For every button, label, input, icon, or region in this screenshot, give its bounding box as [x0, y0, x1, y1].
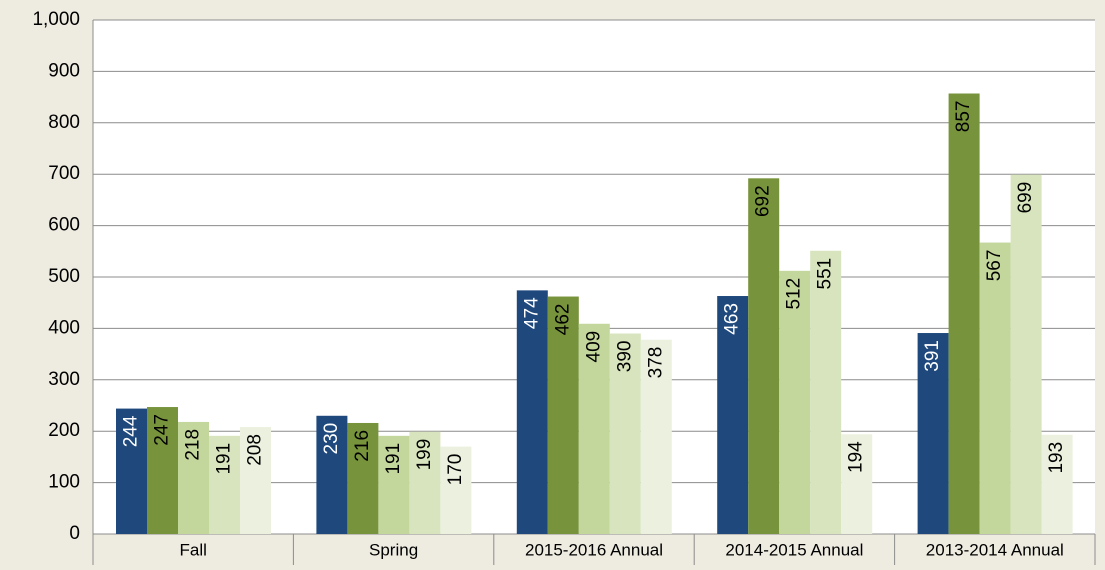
bar [209, 435, 240, 534]
y-tick-label: 100 [48, 472, 80, 493]
bar [779, 270, 811, 534]
bar [516, 290, 548, 534]
data-label: 218 [183, 429, 204, 461]
data-label: 512 [784, 278, 805, 310]
data-label: 191 [383, 443, 404, 475]
data-label: 208 [245, 434, 266, 466]
x-tick-label: 2015-2016 Annual [525, 540, 663, 559]
y-tick-label: 400 [48, 317, 80, 338]
data-label: 193 [1046, 442, 1067, 474]
y-tick-label: 1,000 [32, 9, 80, 30]
data-label: 247 [152, 414, 173, 446]
y-tick-label: 800 [48, 112, 80, 133]
data-label: 409 [583, 331, 604, 363]
y-tick-label: 300 [48, 369, 80, 390]
bar [979, 242, 1011, 534]
data-label: 170 [445, 454, 466, 486]
bar [378, 435, 410, 534]
bar [347, 422, 379, 534]
bar [948, 93, 980, 534]
data-label: 230 [321, 423, 342, 455]
data-label: 462 [552, 304, 573, 336]
bar [1010, 174, 1042, 535]
data-label: 551 [815, 258, 836, 290]
bar [1041, 434, 1073, 534]
data-label: 474 [521, 297, 542, 329]
bar [147, 407, 178, 534]
x-tick-label: Spring [369, 540, 418, 559]
data-label: 194 [846, 441, 867, 473]
y-tick-label: 700 [48, 163, 80, 184]
bar [748, 178, 780, 534]
data-label: 244 [121, 415, 142, 447]
y-tick-label: 500 [48, 266, 80, 287]
bar [578, 323, 610, 534]
bar [409, 431, 441, 534]
data-label: 699 [1015, 182, 1036, 214]
data-label: 857 [953, 101, 974, 133]
bar [810, 250, 842, 534]
data-label: 199 [414, 439, 435, 471]
y-tick-label: 600 [48, 215, 80, 236]
y-tick-label: 900 [48, 60, 80, 81]
data-label: 692 [753, 185, 774, 217]
bar [841, 434, 873, 534]
y-tick-label: 0 [69, 523, 80, 544]
bar [917, 333, 949, 534]
x-tick-label: Fall [179, 540, 206, 559]
data-label: 391 [922, 340, 943, 372]
bar [116, 408, 147, 534]
x-tick-label: 2014-2015 Annual [725, 540, 863, 559]
data-label: 378 [645, 347, 666, 379]
bar [640, 339, 672, 534]
data-label: 191 [214, 443, 235, 475]
data-label: 216 [352, 430, 373, 462]
x-tick-label: 2013-2014 Annual [926, 540, 1064, 559]
bar [240, 427, 271, 534]
bar [547, 296, 579, 534]
bar [717, 296, 749, 534]
data-label: 463 [722, 303, 743, 335]
bar [316, 415, 348, 534]
bar [440, 446, 472, 534]
data-label: 567 [984, 250, 1005, 282]
y-tick-label: 200 [48, 420, 80, 441]
bar [178, 421, 209, 534]
bar [609, 333, 641, 534]
data-label: 390 [614, 341, 635, 373]
